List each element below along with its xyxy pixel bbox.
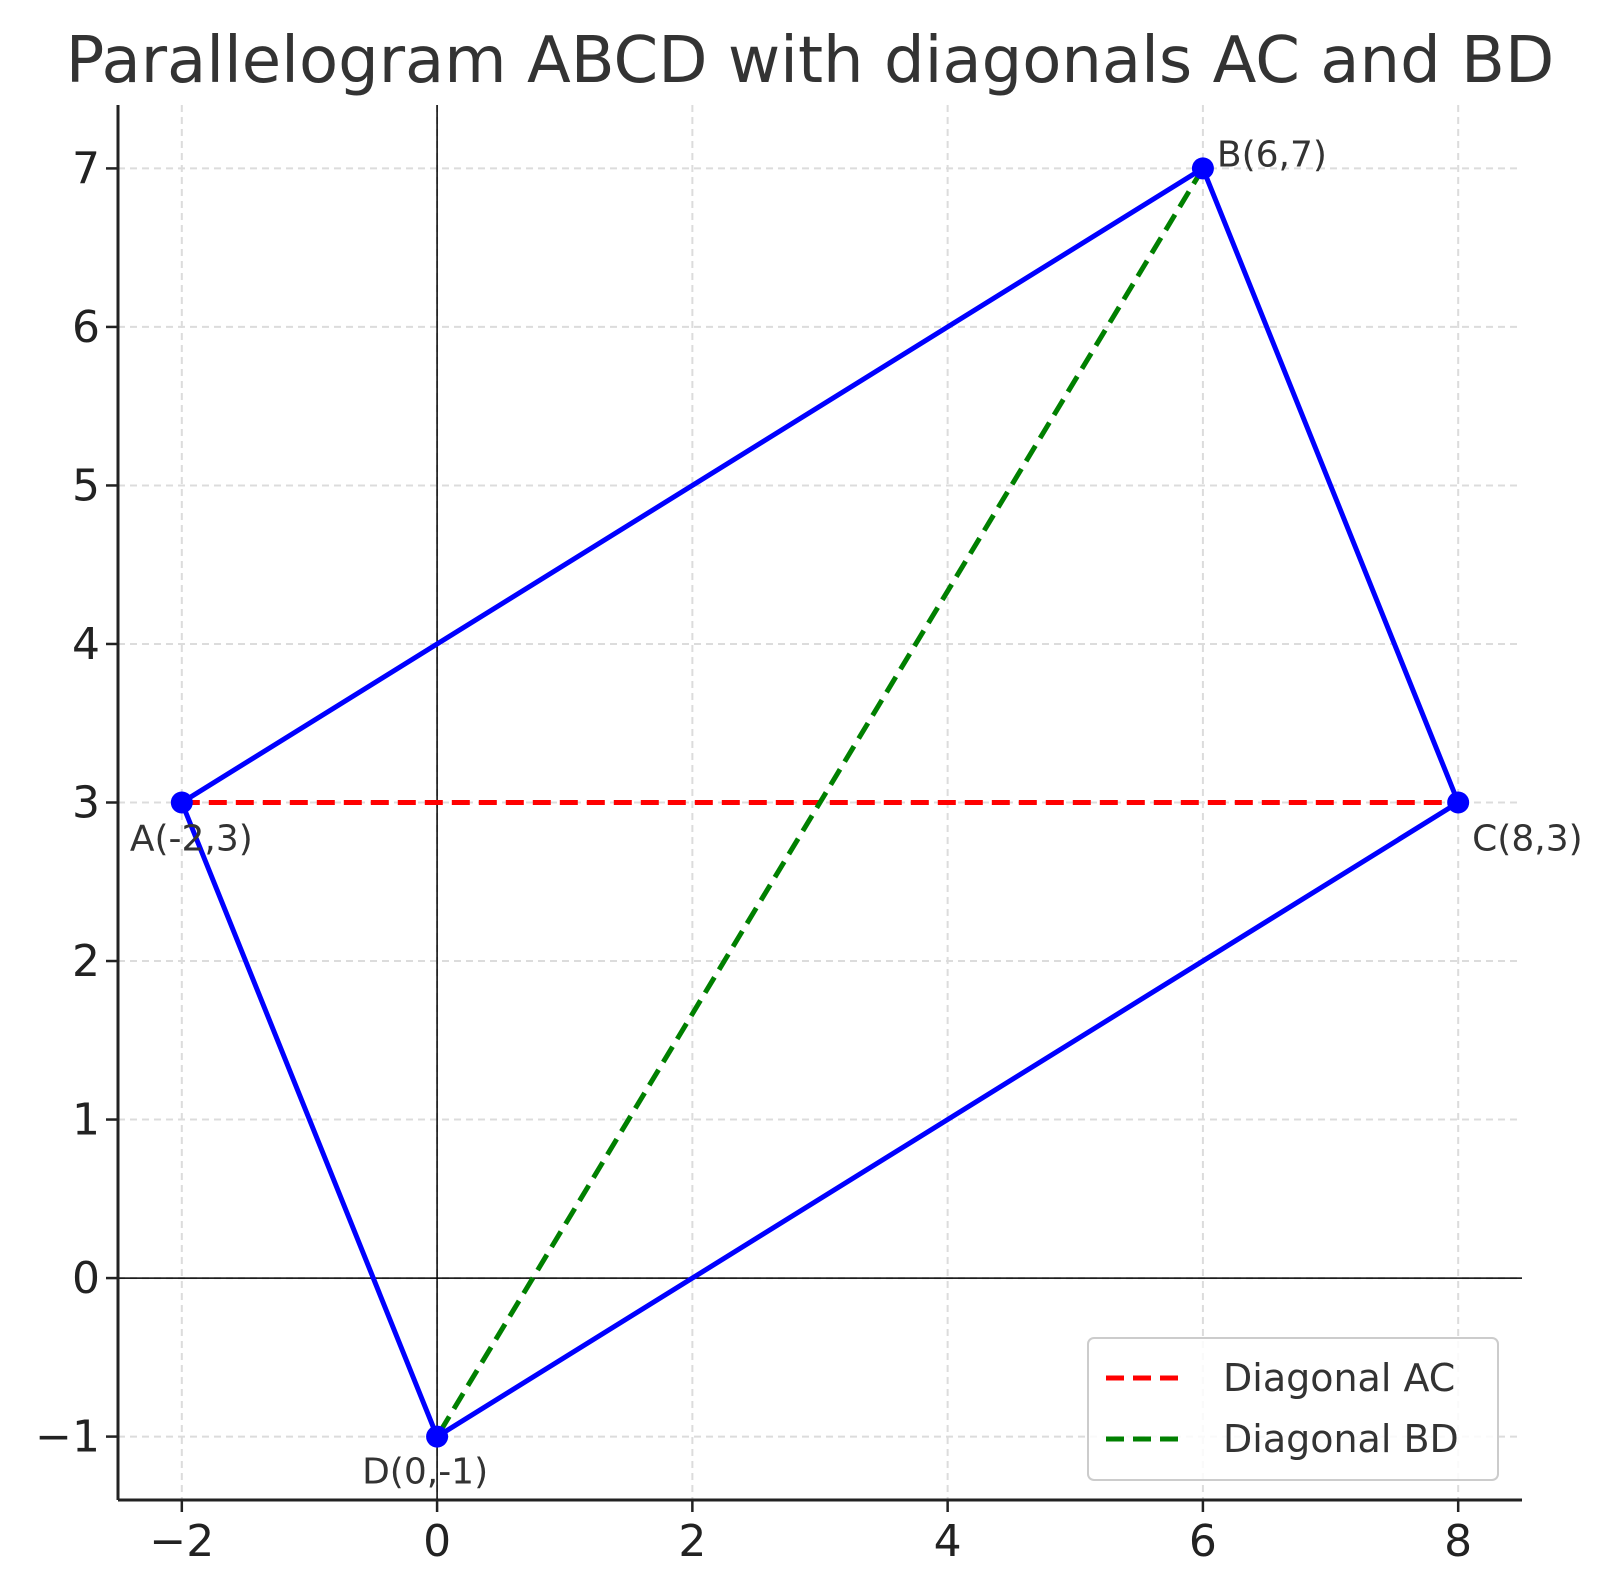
legend-box [1087, 1337, 1499, 1481]
y-tick-label: 5 [72, 460, 100, 511]
x-tick-label: 8 [1444, 1516, 1472, 1567]
legend-label-1: Diagonal BD [1223, 1417, 1459, 1461]
axes: −2 0 2 4 6 8 −1 0 1 2 3 4 5 6 7 [35, 105, 1522, 1567]
x-tick-label: 4 [934, 1516, 962, 1567]
point-d [426, 1425, 449, 1448]
y-tick-label: 4 [72, 619, 100, 670]
legend: Diagonal AC Diagonal BD [1087, 1337, 1499, 1481]
x-tick-label: 0 [423, 1516, 451, 1567]
point-c [1447, 791, 1470, 814]
point-label-d: D(0,-1) [362, 1452, 488, 1493]
point-label-a: A(-2,3) [130, 819, 253, 860]
y-tick-label: 1 [72, 1095, 100, 1146]
y-tick-label: 3 [72, 778, 100, 829]
series [179, 165, 1461, 1440]
legend-label-0: Diagonal AC [1223, 1356, 1455, 1400]
x-tick-label: 6 [1189, 1516, 1217, 1567]
chart-title: Parallelogram ABCD with diagonals AC and… [66, 24, 1554, 98]
y-tick-label: 7 [72, 143, 100, 194]
x-tick-label: 2 [678, 1516, 706, 1567]
point-b [1191, 157, 1214, 180]
point-labels: A(-2,3) B(6,7) C(8,3) D(0,-1) [130, 134, 1583, 1492]
points [170, 157, 1470, 1448]
series-diagonal-bd [434, 167, 1206, 1438]
point-label-c: C(8,3) [1472, 819, 1582, 860]
point-a [170, 791, 193, 814]
point-label-b: B(6,7) [1217, 134, 1327, 175]
y-tick-label: −1 [35, 1412, 100, 1463]
y-tick-label: 2 [72, 936, 100, 987]
y-tick-label: 6 [72, 302, 100, 353]
y-tick-label: 0 [72, 1253, 100, 1304]
x-tick-label: −2 [149, 1516, 214, 1567]
